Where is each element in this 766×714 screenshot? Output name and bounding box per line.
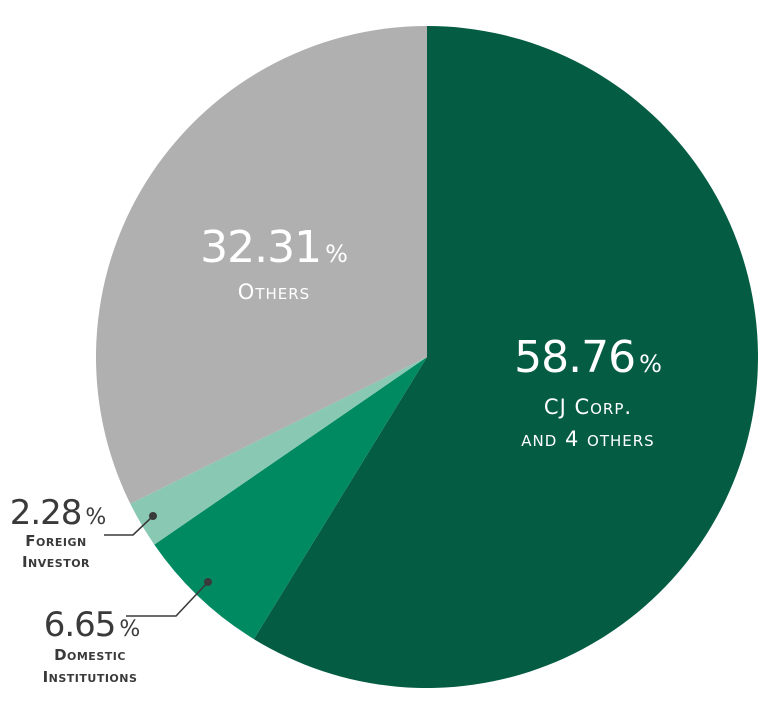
slice-value-foreign-investor: 2.28% bbox=[10, 493, 107, 533]
slice-value-domestic-institutions: 6.65% bbox=[44, 605, 141, 645]
pie-slice-foreign-investor bbox=[130, 357, 428, 545]
slice-value-cj-corp-and-4-others: 58.76% bbox=[514, 332, 662, 383]
pie-slice-domestic-institutions bbox=[154, 357, 428, 640]
leader-line-domestic-institutions bbox=[126, 581, 209, 617]
slice-label-foreign-investor-line-2: Investor bbox=[22, 553, 90, 571]
slice-label-cj-corp-and-4-others-line-1: CJ Corp. bbox=[544, 395, 632, 419]
leader-dot-foreign-investor bbox=[149, 512, 157, 520]
slice-labels: 58.76 % CJ Corp. and 4 others 6.65 %Domestic I… bbox=[10, 222, 662, 686]
leader-dot-domestic-institutions bbox=[204, 578, 212, 586]
pie-slices bbox=[95, 26, 758, 688]
slice-label-domestic-institutions-line-2: Institutions bbox=[43, 668, 138, 686]
slice-label-foreign-investor-line-1: Foreign bbox=[25, 532, 86, 550]
slice-value-others: 32.31% bbox=[200, 222, 348, 273]
leader-line-foreign-investor bbox=[104, 515, 154, 536]
slice-label-domestic-institutions-line-1: Domestic bbox=[54, 646, 126, 664]
slice-label-others-line-1: Others bbox=[238, 280, 310, 304]
pie-slice-cj-corp-and-4-others bbox=[253, 26, 758, 688]
slice-label-cj-corp-and-4-others-line-2: and 4 others bbox=[521, 427, 654, 451]
leader-lines bbox=[104, 512, 212, 617]
pie-slice-others bbox=[95, 26, 427, 504]
